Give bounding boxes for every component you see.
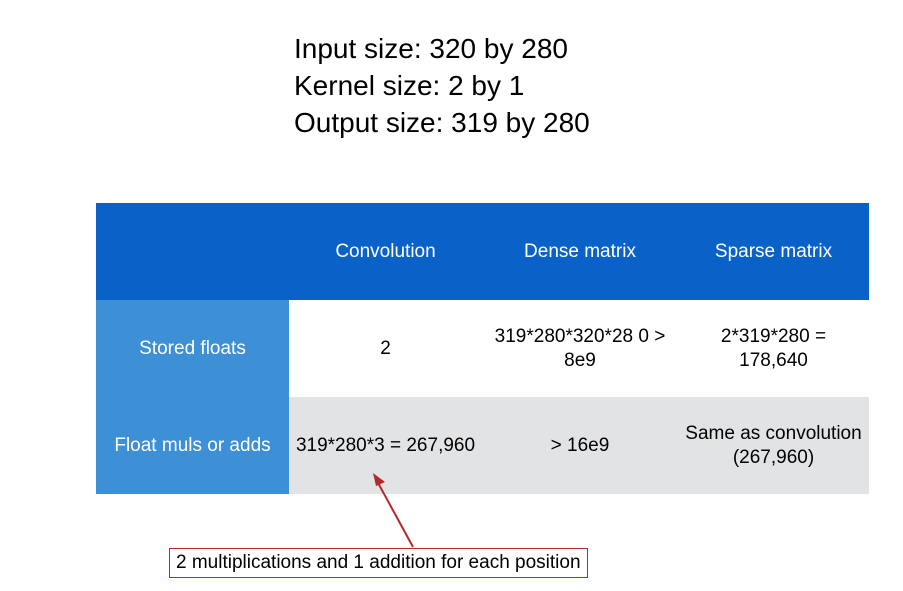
table-row: Float muls or adds 319*280*3 = 267,960 >… <box>96 397 869 494</box>
table-cell: 2 <box>289 300 482 397</box>
column-header-sparse-matrix: Sparse matrix <box>678 203 869 300</box>
table-cell: 319*280*320*28 0 > 8e9 <box>482 300 678 397</box>
table-row: Stored floats 2 319*280*320*28 0 > 8e9 2… <box>96 300 869 397</box>
input-size-text: Input size: 320 by 280 <box>294 33 568 64</box>
table-cell: 319*280*3 = 267,960 <box>289 397 482 494</box>
comparison-table: Convolution Dense matrix Sparse matrix S… <box>96 203 869 494</box>
column-header-dense-matrix: Dense matrix <box>482 203 678 300</box>
row-header-float-ops: Float muls or adds <box>96 397 289 494</box>
size-info: Input size: 320 by 280 Kernel size: 2 by… <box>294 30 590 141</box>
table-cell: 2*319*280 = 178,640 <box>678 300 869 397</box>
table-corner-cell <box>96 203 289 300</box>
column-header-convolution: Convolution <box>289 203 482 300</box>
row-header-stored-floats: Stored floats <box>96 300 289 397</box>
kernel-size-text: Kernel size: 2 by 1 <box>294 70 525 101</box>
table-cell: Same as convolution (267,960) <box>678 397 869 494</box>
output-size-text: Output size: 319 by 280 <box>294 107 590 138</box>
table-header-row: Convolution Dense matrix Sparse matrix <box>96 203 869 300</box>
table-cell: > 16e9 <box>482 397 678 494</box>
callout-box: 2 multiplications and 1 addition for eac… <box>169 548 588 578</box>
